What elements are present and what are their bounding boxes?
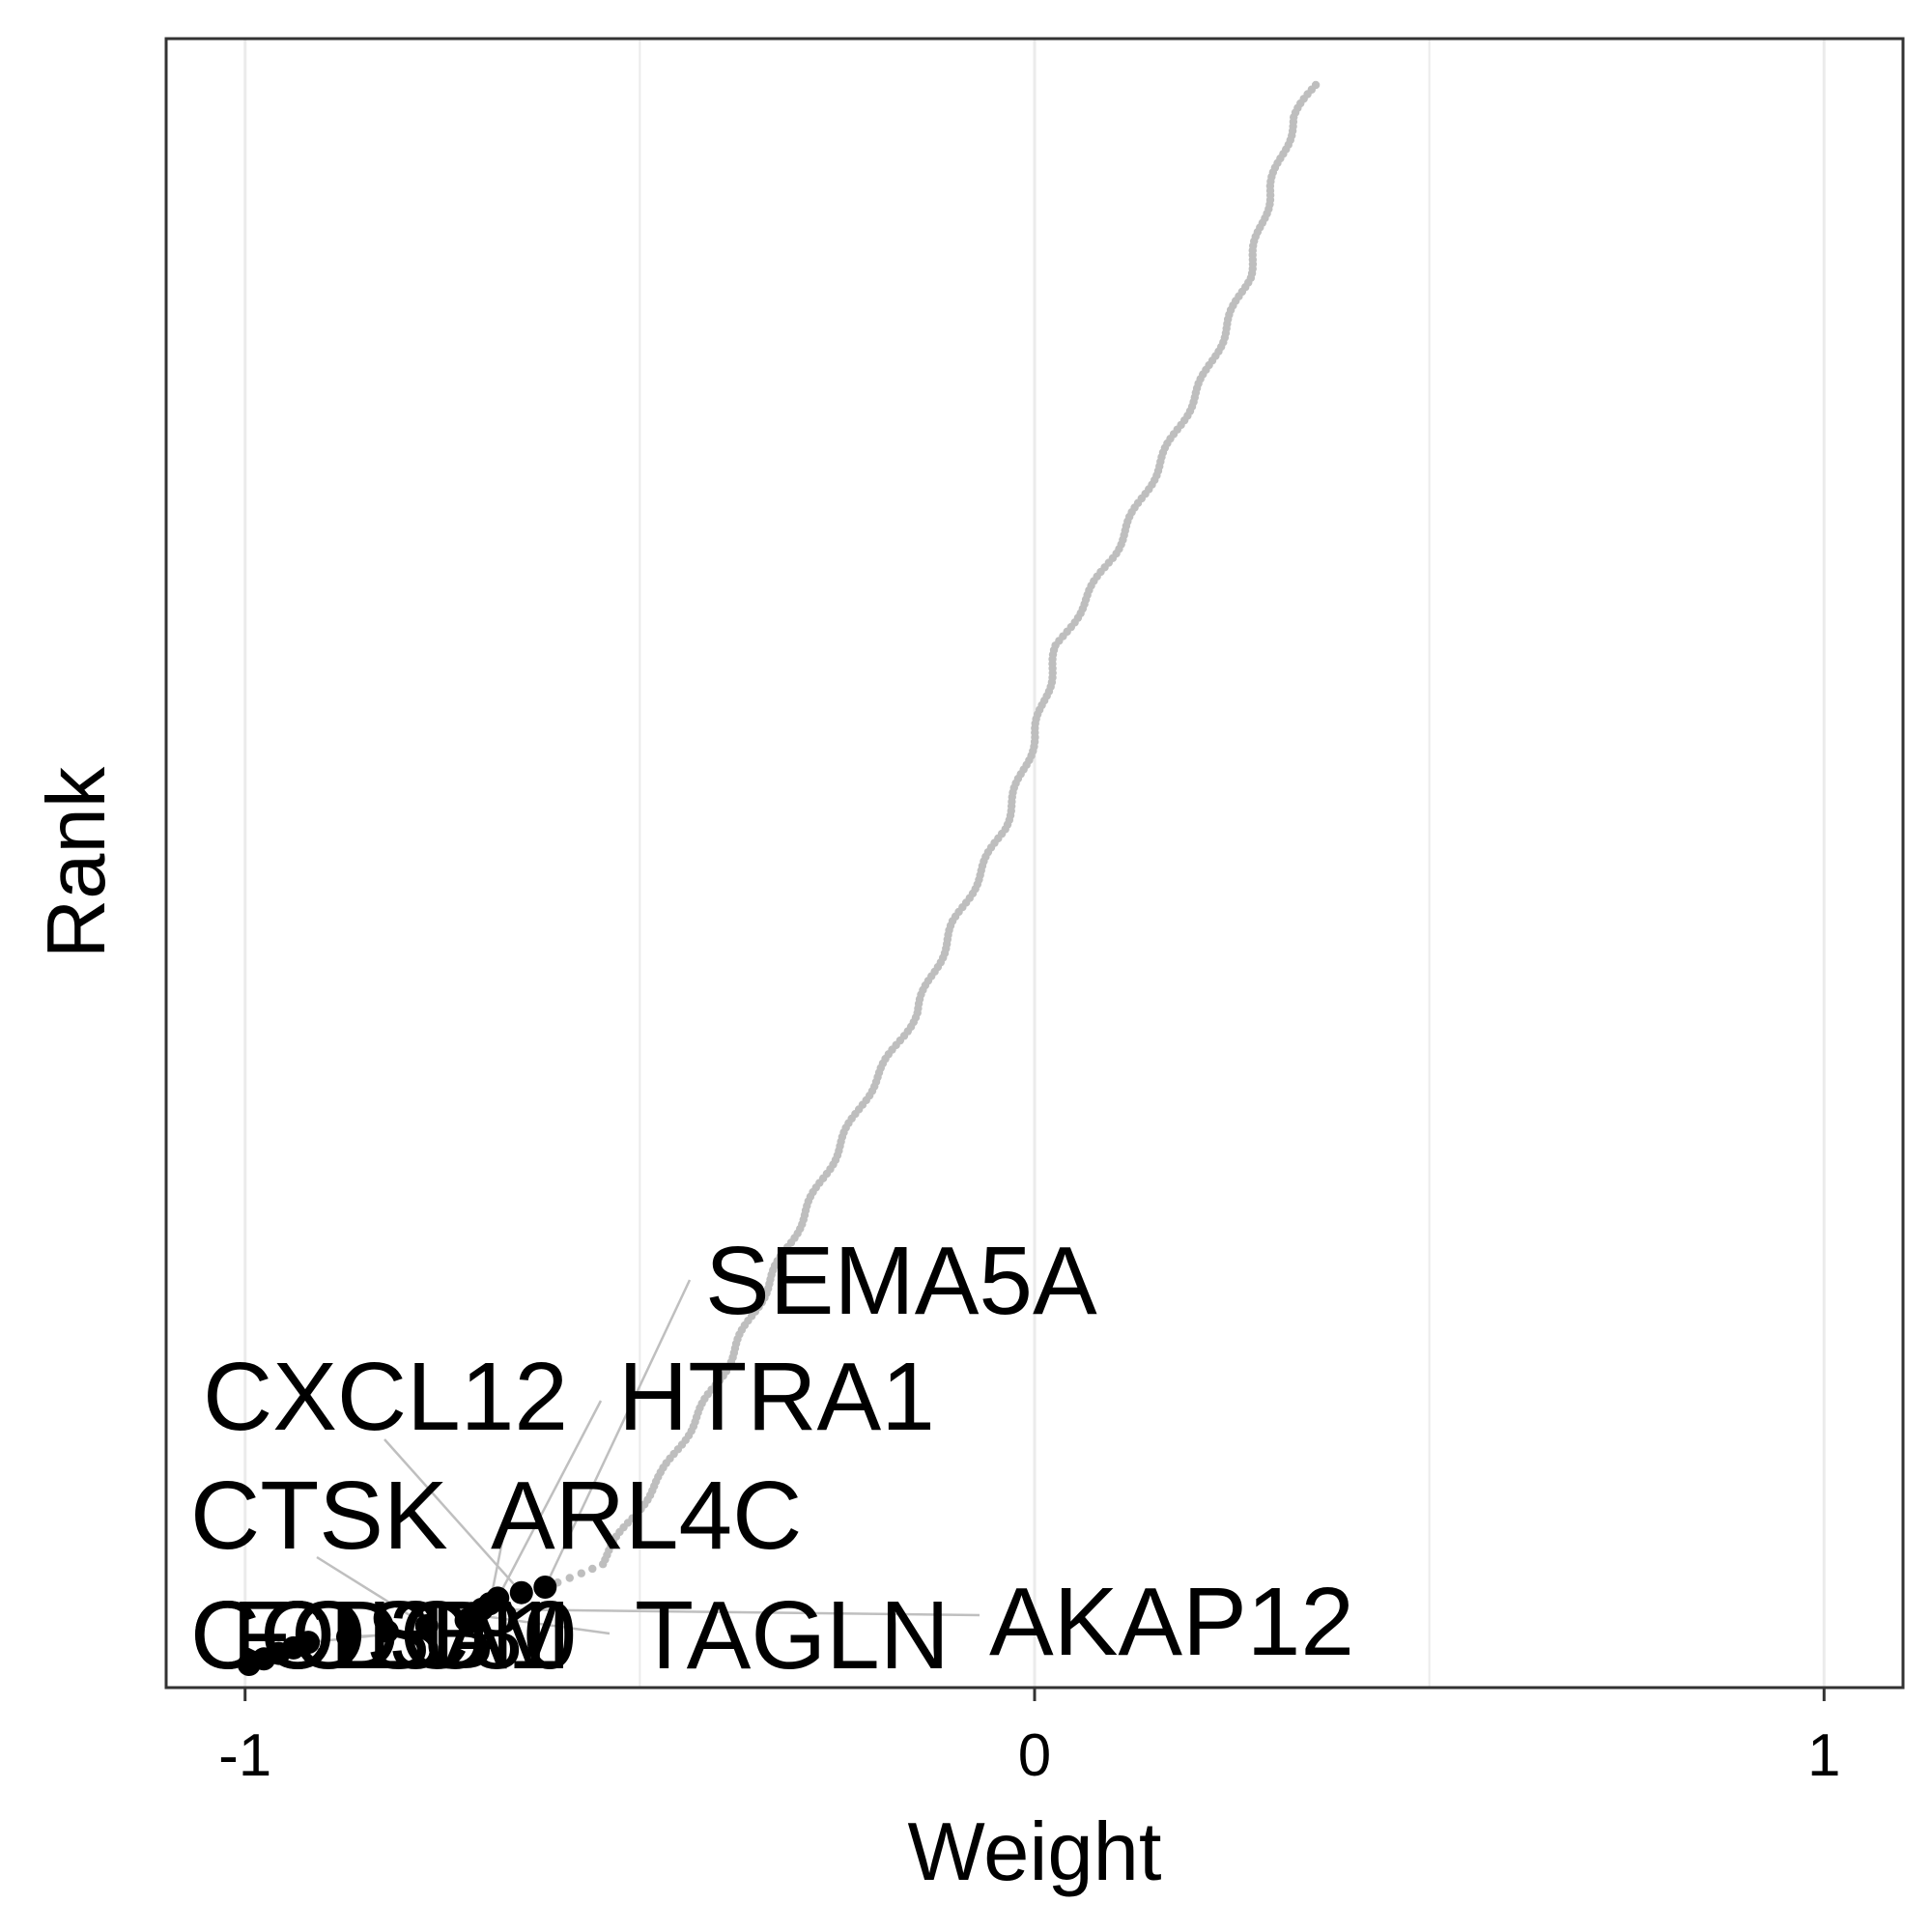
gene-label: FOSB	[232, 1581, 495, 1690]
x-axis-ticks: -1 0 1	[218, 1688, 1841, 1789]
data-point	[588, 1564, 597, 1574]
highlighted-point	[533, 1576, 557, 1599]
gene-label: TAGLN	[635, 1581, 950, 1690]
y-axis-title: Rank	[31, 766, 123, 958]
x-tick-label: 0	[1018, 1722, 1051, 1789]
data-points	[237, 80, 1321, 1676]
gene-label: CCDC80	[190, 1581, 577, 1690]
gene-label: COL3A1	[190, 1581, 561, 1690]
label-connector	[544, 1279, 692, 1588]
x-tick-label: -1	[218, 1722, 271, 1789]
gene-label: HTRA1	[618, 1343, 935, 1451]
x-tick-label: 1	[1807, 1722, 1840, 1789]
label-connector	[481, 1607, 980, 1617]
highlighted-point	[454, 1608, 478, 1633]
highlighted-point	[375, 1619, 399, 1643]
label-connector	[473, 1613, 611, 1635]
data-point	[598, 1560, 608, 1569]
highlighted-point	[414, 1614, 439, 1637]
data-point	[565, 1574, 574, 1582]
gene-label: CTSK	[190, 1462, 448, 1570]
highlighted-point	[509, 1580, 533, 1605]
label-connector	[497, 1400, 603, 1600]
highlighted-point	[237, 1653, 261, 1676]
gene-label: CXCL12	[203, 1343, 568, 1451]
gene-label: AKAP12	[989, 1568, 1354, 1676]
data-point	[577, 1569, 585, 1577]
gene-labels: SEMA5A CXCL12 HTRA1 CTSK ARL4C AKAP12 TAGLN COL…	[190, 1227, 1354, 1690]
gene-label: ARL4C	[491, 1462, 802, 1570]
gene-label: SEMA5A	[705, 1227, 1097, 1335]
label-connector	[316, 1555, 428, 1628]
highlighted-point	[335, 1625, 359, 1649]
x-axis-title: Weight	[907, 1806, 1161, 1898]
label-connector	[384, 1438, 523, 1594]
grid-lines	[243, 39, 1826, 1688]
gene-label: LUM	[367, 1581, 571, 1690]
